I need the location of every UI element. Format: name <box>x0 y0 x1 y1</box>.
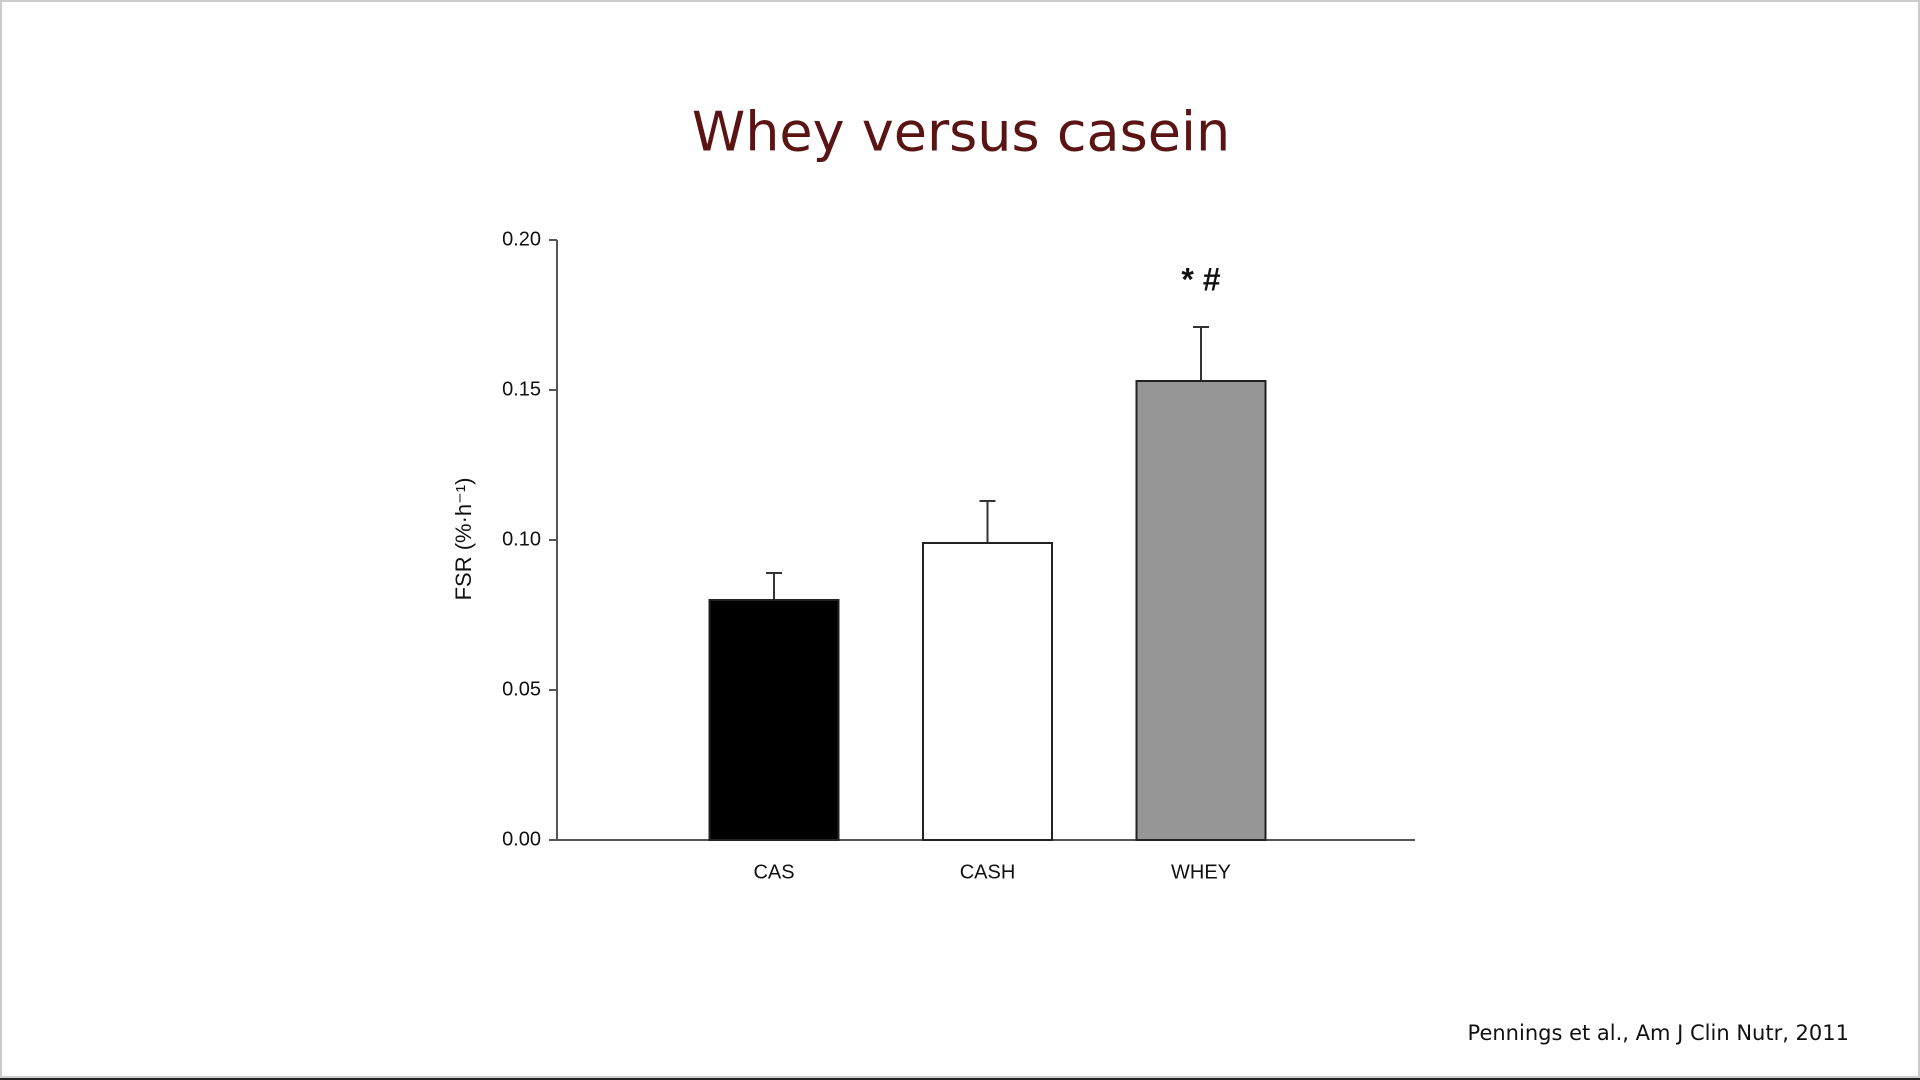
chart-title: Whey versus casein <box>692 101 1230 164</box>
y-tick-label: 0.20 <box>502 228 541 250</box>
bar <box>922 542 1053 841</box>
x-tick-label: WHEY <box>1171 861 1231 883</box>
x-tick-label: CASH <box>960 861 1016 883</box>
y-tick-label: 0.10 <box>502 528 541 550</box>
source: Pennings et al., Am J Clin Nutr, 2011 <box>1468 1021 1849 1045</box>
y-tick-label: 0.05 <box>502 678 541 700</box>
y-tick-label: 0.00 <box>502 828 541 850</box>
bar <box>708 599 840 841</box>
y-axis-label: FSR (%·h⁻¹) <box>451 478 476 601</box>
x-tick-label: CAS <box>753 861 794 883</box>
annotation: * # <box>1181 261 1220 297</box>
bar <box>1135 380 1267 841</box>
y-tick-label: 0.15 <box>502 378 541 400</box>
